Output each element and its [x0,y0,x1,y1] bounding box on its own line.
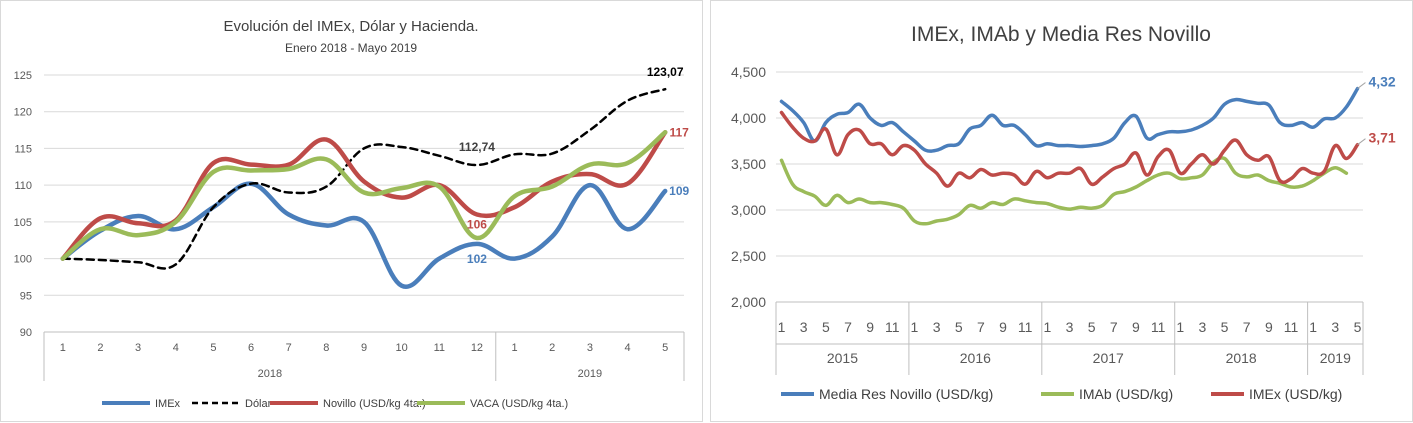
y-tick-label: 2,500 [731,248,766,264]
x-tick-label: 3 [587,342,593,354]
x-tick-label: 9 [1265,319,1273,335]
x-tick-label: 9 [999,319,1007,335]
data-label: 106 [467,218,487,232]
x-tick-label: 4 [173,342,179,354]
series-line-0 [779,86,1360,153]
chart-right-panel: IMEx, IMAb y Media Res Novillo 2,000 2,50… [710,0,1413,422]
x-tick-label: 5 [1088,319,1096,335]
x-group-label: 2016 [960,350,991,366]
x-tick-label: 3 [135,342,141,354]
x-tick-label: 1 [60,342,66,354]
series-line-3 [60,130,668,261]
y-tick-label: 3,000 [731,202,766,218]
x-tick-label: 1 [512,342,518,354]
x-tick-label: 1 [1176,319,1184,335]
x-tick-label: 1 [1043,319,1051,335]
y-tick-label: 115 [14,143,32,155]
x-tick-label: 11 [1151,319,1166,335]
x-tick-label: 11 [1284,319,1299,335]
series-line-2 [60,130,668,261]
x-tick-label: 1 [778,319,786,335]
y-tick-label: 4,000 [731,110,766,126]
legend-label: Dólar [245,398,272,410]
chart-right-title: IMEx, IMAb y Media Res Novillo [911,23,1211,46]
x-tick-label: 3 [1199,319,1207,335]
chart-left-title: Evolución del IMEx, Dólar y Hacienda. [223,18,478,35]
x-tick-label: 9 [361,342,367,354]
y-tick-label: 100 [14,254,32,266]
y-tick-label: 125 [14,70,32,82]
chart-left-subtitle: Enero 2018 - Mayo 2019 [285,41,417,55]
x-tick-label: 9 [866,319,874,335]
x-group-label: 2019 [578,368,602,380]
y-tick-label: 90 [20,327,32,339]
x-tick-label: 5 [1354,319,1362,335]
x-tick-label: 1 [911,319,919,335]
x-tick-label: 5 [210,342,216,354]
x-tick-label: 7 [1110,319,1118,335]
y-tick-label: 3,500 [731,156,766,172]
leader-line [1357,82,1366,89]
x-tick-label: 11 [885,319,900,335]
data-label: 123,07 [647,65,684,79]
x-tick-label: 5 [662,342,668,354]
x-tick-label: 12 [471,342,483,354]
x-group-label: 2015 [827,350,858,366]
data-label: 112,74 [459,140,495,154]
x-tick-label: 5 [822,319,830,335]
legend-label: VACA (USD/kg 4ta.) [470,398,568,410]
series-line-1 [61,87,667,270]
y-tick-label: 4,500 [731,64,766,80]
data-label: 3,71 [1368,130,1395,146]
x-tick-label: 5 [955,319,963,335]
x-tick-label: 2 [549,342,555,354]
series-line-2 [779,110,1360,188]
series-line-1 [779,156,1349,226]
x-tick-label: 3 [1331,319,1339,335]
x-tick-label: 7 [286,342,292,354]
x-tick-label: 4 [624,342,630,354]
x-group-label: 2018 [1226,350,1257,366]
y-tick-label: 120 [14,107,32,119]
legend-label: Media Res Novillo (USD/kg) [819,386,993,402]
legend-label: IMEx [155,398,181,410]
x-tick-label: 1 [1309,319,1317,335]
x-tick-label: 9 [1132,319,1140,335]
x-tick-label: 2 [97,342,103,354]
chart-left: Evolución del IMEx, Dólar y Hacienda. En… [14,18,690,410]
x-tick-label: 3 [800,319,808,335]
leader-line [1357,138,1366,146]
x-tick-label: 7 [977,319,985,335]
x-tick-label: 8 [323,342,329,354]
x-tick-label: 6 [248,342,254,354]
y-tick-label: 95 [20,290,32,302]
y-tick-label: 2,000 [731,294,766,310]
x-tick-label: 3 [933,319,941,335]
x-tick-label: 7 [844,319,852,335]
chart-left-panel: Evolución del IMEx, Dólar y Hacienda. En… [0,0,703,422]
y-tick-label: 110 [14,180,32,192]
x-tick-label: 10 [396,342,408,354]
x-group-label: 2019 [1320,350,1351,366]
x-group-label: 2017 [1093,350,1124,366]
x-group-label: 2018 [258,368,282,380]
chart-right: IMEx, IMAb y Media Res Novillo 2,000 2,50… [731,23,1396,402]
data-label: 109 [669,184,689,198]
x-tick-label: 11 [1018,319,1033,335]
legend-label: IMEx (USD/kg) [1249,386,1342,402]
x-tick-label: 7 [1243,319,1251,335]
x-tick-label: 3 [1066,319,1074,335]
data-label: 4,32 [1368,74,1395,90]
legend-label: IMAb (USD/kg) [1079,386,1173,402]
x-tick-label: 11 [434,342,445,354]
legend-label: Novillo (USD/kg 4ta.) [323,398,426,410]
x-tick-label: 5 [1221,319,1229,335]
data-label: 117 [669,125,689,139]
y-tick-label: 105 [14,217,32,229]
data-label: 102 [467,252,487,266]
